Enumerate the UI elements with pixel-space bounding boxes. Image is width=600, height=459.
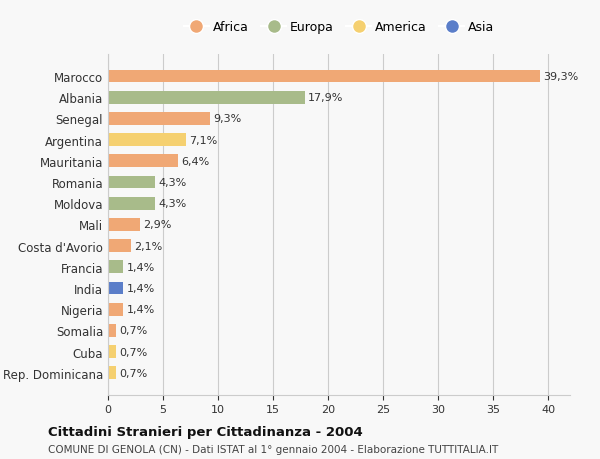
Text: 0,7%: 0,7% [119,326,147,336]
Text: 0,7%: 0,7% [119,347,147,357]
Bar [108,155,178,168]
Bar [108,282,124,295]
Bar [108,197,155,210]
Bar [108,303,124,316]
Text: 0,7%: 0,7% [119,368,147,378]
Bar [108,346,116,358]
Text: 1,4%: 1,4% [127,283,155,293]
Text: 1,4%: 1,4% [127,262,155,272]
Legend: Africa, Europa, America, Asia: Africa, Europa, America, Asia [180,17,498,38]
Text: 2,9%: 2,9% [143,220,172,230]
Text: 1,4%: 1,4% [127,304,155,314]
Text: 2,1%: 2,1% [134,241,163,251]
Text: COMUNE DI GENOLA (CN) - Dati ISTAT al 1° gennaio 2004 - Elaborazione TUTTITALIA.: COMUNE DI GENOLA (CN) - Dati ISTAT al 1°… [48,444,498,454]
Text: 9,3%: 9,3% [214,114,242,124]
Bar [108,134,186,147]
Text: 4,3%: 4,3% [158,199,187,209]
Text: 6,4%: 6,4% [182,157,210,167]
Bar [108,92,305,104]
Text: 7,1%: 7,1% [190,135,218,146]
Bar [108,218,140,231]
Bar [108,71,540,83]
Text: Cittadini Stranieri per Cittadinanza - 2004: Cittadini Stranieri per Cittadinanza - 2… [48,425,363,438]
Text: 39,3%: 39,3% [544,72,579,82]
Bar [108,113,211,125]
Bar [108,325,116,337]
Text: 17,9%: 17,9% [308,93,344,103]
Bar [108,261,124,274]
Bar [108,176,155,189]
Text: 4,3%: 4,3% [158,178,187,188]
Bar [108,367,116,379]
Bar [108,240,131,252]
